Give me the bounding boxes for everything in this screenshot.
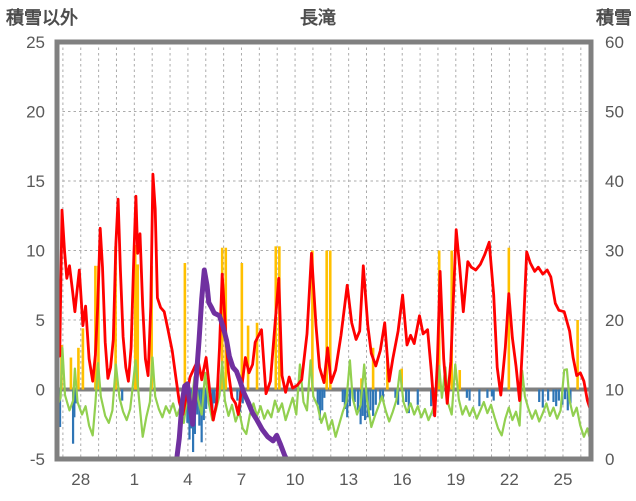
svg-text:5: 5 xyxy=(36,311,45,330)
svg-text:22: 22 xyxy=(500,470,519,489)
right-axis-ticks: 60 50 40 30 20 10 0 xyxy=(605,33,624,469)
svg-text:28: 28 xyxy=(71,470,90,489)
svg-text:20: 20 xyxy=(26,103,45,122)
svg-text:10: 10 xyxy=(605,381,624,400)
svg-text:7: 7 xyxy=(237,470,246,489)
svg-text:1: 1 xyxy=(130,470,139,489)
svg-text:15: 15 xyxy=(26,172,45,191)
red-line xyxy=(57,172,591,422)
svg-text:0: 0 xyxy=(36,381,45,400)
svg-text:10: 10 xyxy=(286,470,305,489)
plot-border xyxy=(54,39,594,462)
svg-text:10: 10 xyxy=(26,242,45,261)
svg-text:19: 19 xyxy=(446,470,465,489)
left-axis-title: 積雪以外 xyxy=(6,8,78,28)
svg-text:40: 40 xyxy=(605,172,624,191)
svg-text:13: 13 xyxy=(339,470,358,489)
right-axis-title: 積雪 xyxy=(596,8,632,28)
svg-text:25: 25 xyxy=(26,33,45,52)
svg-text:25: 25 xyxy=(553,470,572,489)
svg-text:-5: -5 xyxy=(30,450,45,469)
svg-text:30: 30 xyxy=(605,242,624,261)
chart-title: 長滝 xyxy=(300,8,336,28)
left-axis-ticks: 25 20 15 10 5 0 -5 xyxy=(26,33,45,469)
svg-text:60: 60 xyxy=(605,33,624,52)
svg-text:50: 50 xyxy=(605,103,624,122)
green-line xyxy=(57,346,591,441)
svg-text:0: 0 xyxy=(605,450,614,469)
svg-text:16: 16 xyxy=(393,470,412,489)
purple-line xyxy=(57,267,591,459)
svg-text:4: 4 xyxy=(183,470,192,489)
x-axis-ticks: 28 1 4 7 10 13 16 19 22 25 xyxy=(71,470,572,489)
svg-text:20: 20 xyxy=(605,311,624,330)
